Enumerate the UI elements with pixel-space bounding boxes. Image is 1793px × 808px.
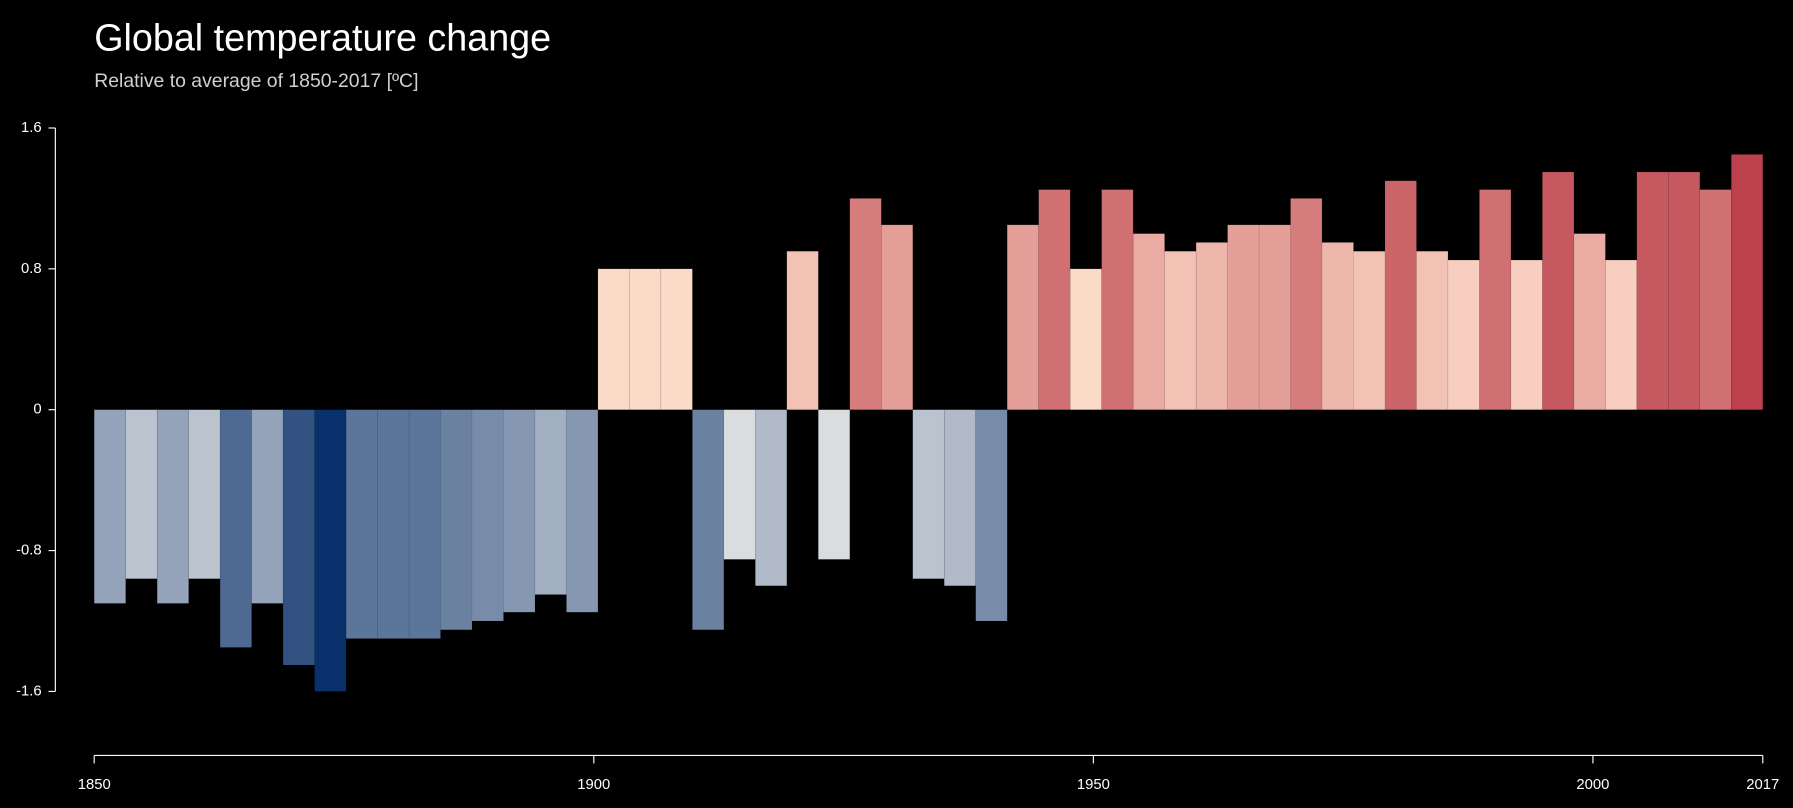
bar (723, 409, 756, 560)
bar (1038, 189, 1071, 410)
x-tick-label: 1900 (577, 777, 610, 793)
bar (503, 409, 536, 613)
bar (1132, 233, 1165, 410)
bar (818, 409, 851, 560)
bar (377, 409, 410, 639)
x-tick-label: 1950 (1077, 777, 1110, 793)
bar (692, 409, 725, 631)
x-tick-label: 2017 (1746, 777, 1779, 793)
bar (1605, 259, 1638, 410)
y-tick-label: -1.6 (16, 683, 42, 699)
bar (345, 409, 378, 639)
bar (1699, 189, 1732, 410)
x-tick-label: 1850 (78, 777, 111, 793)
bar (1006, 224, 1039, 410)
bar (1164, 250, 1197, 410)
bar (1479, 189, 1512, 410)
bar (534, 409, 567, 595)
bar (1510, 259, 1543, 410)
bar (1636, 171, 1669, 410)
bar (1731, 154, 1764, 410)
bar (943, 409, 977, 587)
bar (1321, 242, 1354, 410)
bar (1227, 224, 1260, 410)
y-tick-label: 0 (33, 402, 41, 418)
bar (660, 268, 693, 410)
chart-subtitle: Relative to average of 1850-2017 [ºC] (94, 70, 418, 92)
bar (251, 409, 284, 604)
bar (125, 409, 158, 580)
bar (93, 409, 126, 604)
y-tick-label: 0.8 (21, 261, 42, 277)
chart-title: Global temperature change (94, 16, 551, 58)
bar (219, 409, 252, 648)
bar (1384, 180, 1417, 410)
bar (1668, 171, 1701, 410)
bar (440, 409, 473, 631)
bar (1416, 250, 1449, 410)
x-tick-label: 2000 (1576, 777, 1609, 793)
bar (1353, 250, 1386, 410)
bar (471, 409, 504, 622)
bar (1573, 233, 1606, 410)
bar (629, 268, 662, 410)
bar (755, 409, 788, 587)
bar (1290, 198, 1323, 410)
bar (880, 224, 914, 410)
bar (188, 409, 221, 580)
y-tick-label: 1.6 (21, 120, 42, 136)
bar (786, 250, 819, 410)
bar (849, 198, 882, 410)
bar (282, 409, 315, 666)
bar (156, 409, 189, 604)
bar (1069, 268, 1102, 410)
bar (975, 409, 1008, 622)
bar (597, 268, 630, 410)
bar (1447, 259, 1480, 410)
bar (1195, 242, 1228, 410)
y-tick-label: -0.8 (16, 542, 42, 558)
bar (1101, 189, 1134, 410)
bar (1542, 171, 1575, 410)
bar (566, 409, 599, 613)
bar (314, 409, 347, 692)
bar (408, 409, 441, 639)
bar (912, 409, 945, 580)
bar (1258, 224, 1291, 410)
